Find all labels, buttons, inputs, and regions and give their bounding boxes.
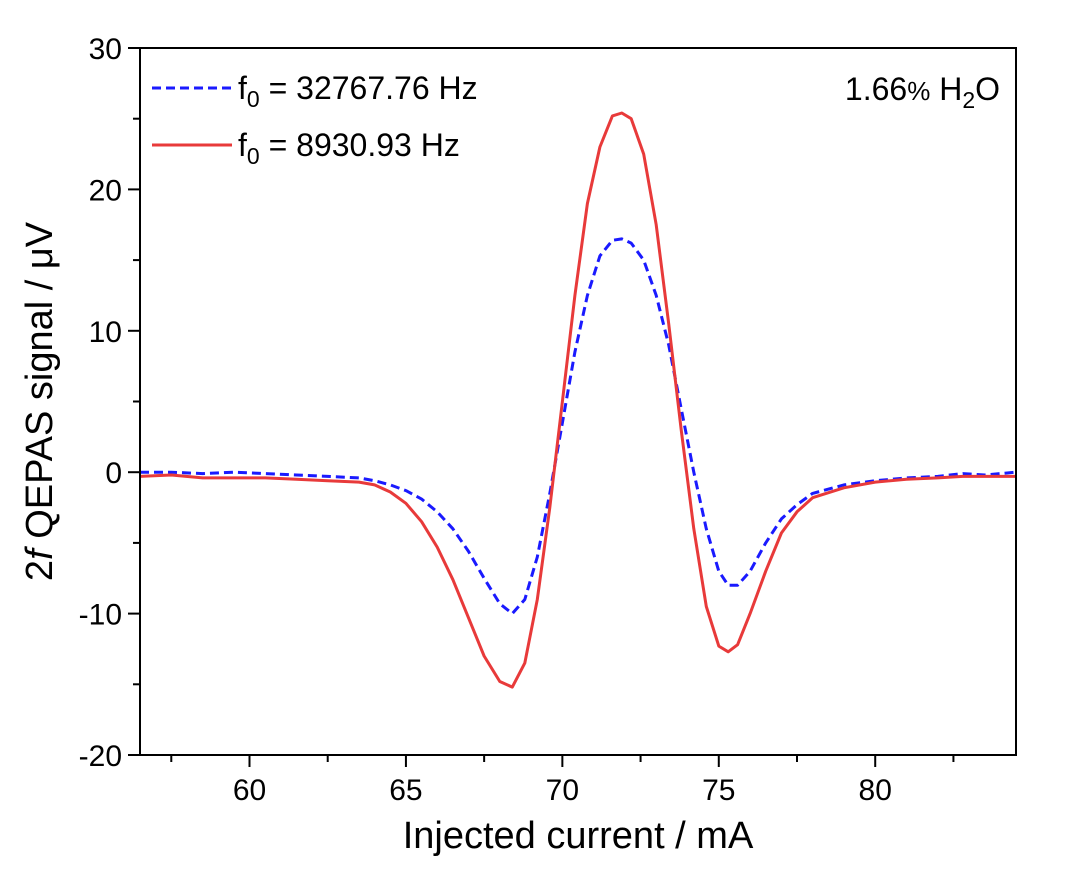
- x-tick-label: 75: [702, 774, 735, 807]
- y-tick-label: 0: [105, 457, 122, 490]
- plot-lines: [140, 111, 1016, 689]
- axis-ticks: [128, 47, 955, 767]
- y-tick-label: -20: [79, 740, 122, 773]
- legend-label-series-2: f0 = 8930.93 Hz: [238, 127, 460, 169]
- x-tick-label: 60: [233, 774, 266, 807]
- y-tick-label: -10: [79, 599, 122, 632]
- concentration-annotation: 1.66% H2O: [845, 71, 1000, 113]
- y-tick-label: 20: [89, 174, 122, 207]
- y-tick-label: 30: [89, 33, 122, 66]
- y-tick-label: 10: [89, 316, 122, 349]
- x-axis-title: Injected current / mA: [403, 815, 754, 857]
- axis-tick-labels: 60 65 70 75 80 -20 -10 0 10 20 30: [79, 33, 892, 807]
- legend: f0 = 32767.76 Hz f0 = 8930.93 Hz: [152, 70, 478, 169]
- series-line-2: [140, 111, 1016, 689]
- legend-label-series-1: f0 = 32767.76 Hz: [238, 70, 478, 112]
- y-axis-title: 2f QEPAS signal / μV: [19, 221, 61, 581]
- series-line-1: [140, 237, 1016, 616]
- x-tick-label: 70: [546, 774, 579, 807]
- x-tick-label: 80: [859, 774, 892, 807]
- x-tick-label: 65: [389, 774, 422, 807]
